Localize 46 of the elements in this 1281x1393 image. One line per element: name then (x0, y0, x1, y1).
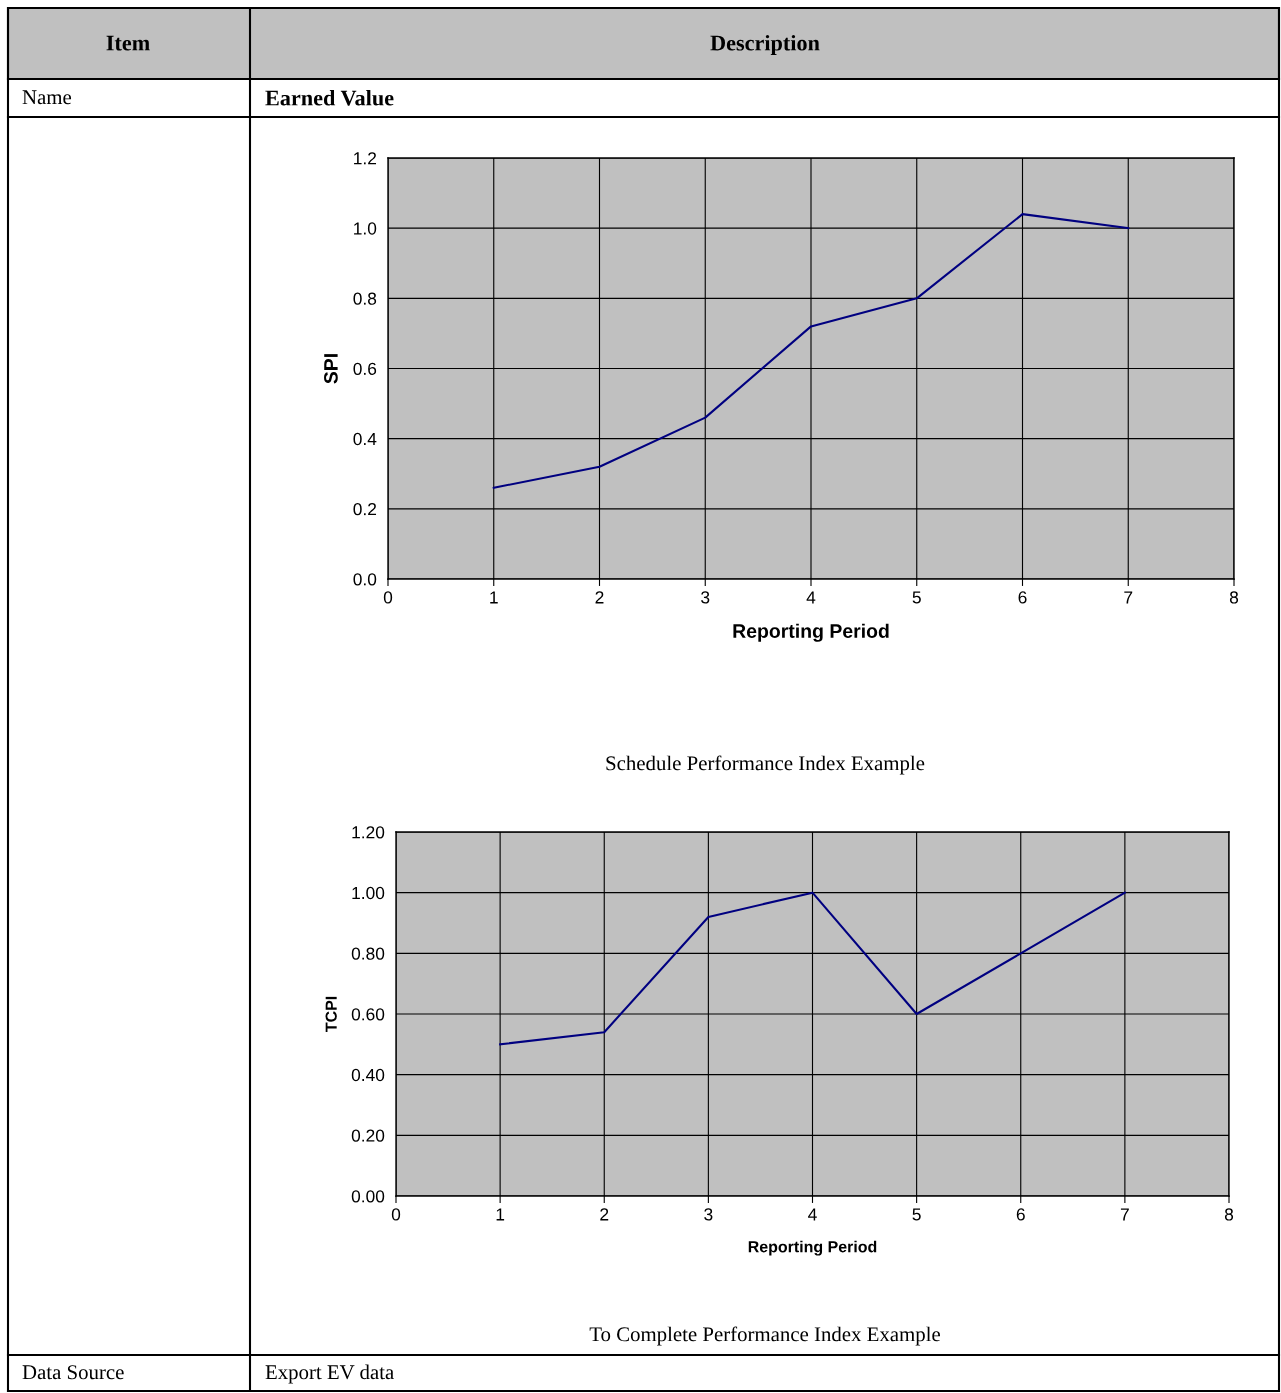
y-tick-label: 0.40 (351, 1068, 385, 1082)
y-axis-title: TCPI (325, 996, 337, 1033)
x-tick-label: 4 (806, 591, 816, 604)
y-tick-label: 0.8 (353, 292, 377, 305)
x-tick-label: 4 (808, 1208, 817, 1221)
line-series (492, 213, 1130, 489)
y-tick-label: 0.20 (351, 1129, 385, 1142)
x-tick-label: 2 (595, 591, 604, 604)
text: Item (106, 35, 150, 51)
y-tick-label: 0.4 (353, 432, 377, 446)
text: Schedule Performance Index Example (606, 755, 925, 775)
x-tick-label: 0 (391, 1208, 401, 1221)
x-axis-title: Reporting Period (733, 623, 889, 642)
x-tick-label: 3 (704, 1208, 713, 1221)
text: To Complete Performance Index Example (589, 1326, 940, 1346)
y-tick-label: 1.0 (354, 222, 377, 235)
y-tick-label: 0.00 (351, 1190, 385, 1203)
text: Description (710, 34, 820, 56)
x-tick-label: 5 (912, 591, 921, 604)
x-axis-title: Reporting Period (748, 1240, 877, 1256)
line-series (499, 891, 1126, 1046)
x-tick-label: 0 (383, 591, 393, 604)
y-tick-label: 0.60 (351, 1008, 385, 1021)
x-tick-label: 8 (1229, 591, 1239, 604)
x-tick-label: 6 (1016, 1208, 1025, 1221)
x-tick-label: 6 (1018, 591, 1027, 604)
y-tick-label: 1.2 (354, 152, 377, 165)
y-tick-label: 0.0 (353, 573, 377, 586)
y-tick-label: 0.80 (351, 947, 385, 960)
x-tick-label: 2 (600, 1208, 609, 1221)
text: Name (22, 90, 72, 105)
y-axis-title: SPI (324, 354, 338, 384)
x-tick-label: 1 (496, 1208, 505, 1221)
y-tick-label: 1.00 (352, 886, 385, 900)
text: Data Source (22, 1365, 124, 1380)
x-tick-label: 8 (1224, 1208, 1234, 1221)
text: Export EV data (265, 1364, 394, 1384)
y-tick-label: 0.2 (353, 503, 377, 516)
y-tick-label: 1.20 (352, 826, 385, 839)
x-tick-label: 7 (1120, 1208, 1129, 1221)
text: Earned Value (265, 89, 394, 106)
x-tick-label: 3 (701, 591, 710, 604)
y-tick-label: 0.6 (353, 362, 377, 375)
x-tick-label: 7 (1124, 591, 1133, 604)
x-tick-label: 1 (490, 591, 498, 604)
x-tick-label: 5 (912, 1208, 921, 1221)
